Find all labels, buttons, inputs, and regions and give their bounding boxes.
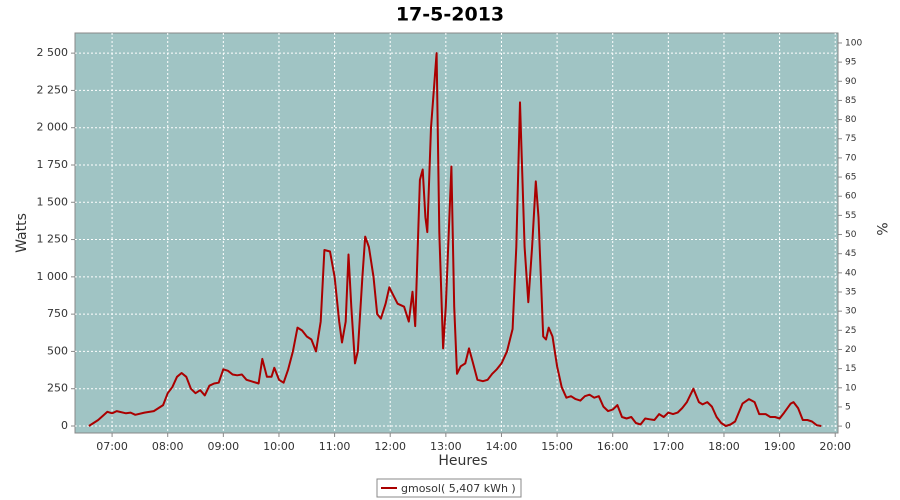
x-tick-label: 07:00: [96, 440, 128, 453]
y2-tick-label: 55: [845, 211, 856, 221]
x-tick-label: 15:00: [541, 440, 573, 453]
x-tick-label: 12:00: [374, 440, 406, 453]
y2-axis-label: %: [873, 222, 889, 235]
y2-tick-label: 80: [845, 115, 857, 125]
x-tick-label: 14:00: [486, 440, 518, 453]
x-tick-label: 09:00: [207, 440, 239, 453]
y2-tick-label: 85: [845, 96, 856, 106]
y-tick-label: 2 250: [37, 83, 69, 96]
x-tick-label: 10:00: [263, 440, 295, 453]
y2-tick-label: 50: [845, 230, 857, 240]
x-tick-label: 18:00: [708, 440, 740, 453]
y2-tick-label: 0: [845, 422, 851, 432]
x-tick-label: 19:00: [764, 440, 796, 453]
y2-tick-label: 15: [845, 364, 856, 374]
y-tick-label: 1 500: [37, 195, 69, 208]
y2-tick-label: 5: [845, 402, 851, 412]
legend-box: [376, 478, 522, 498]
y-tick-label: 250: [47, 382, 68, 395]
y-tick-label: 1 750: [37, 158, 69, 171]
y2-tick-label: 40: [845, 268, 857, 278]
y2-tick-label: 75: [845, 134, 856, 144]
y2-tick-label: 10: [845, 383, 857, 393]
data-line: [88, 52, 822, 427]
y-tick-label: 1 000: [37, 270, 69, 283]
x-tick-label: 13:00: [430, 440, 462, 453]
x-tick-label: 08:00: [152, 440, 184, 453]
y2-tick-label: 45: [845, 249, 856, 259]
y-axis-label: Watts: [14, 213, 30, 253]
y-tick-label: 500: [47, 344, 68, 357]
x-axis-label: Heures: [438, 453, 487, 469]
y2-tick-label: 25: [845, 326, 856, 336]
x-tick-label: 11:00: [319, 440, 351, 453]
x-tick-label: 20:00: [819, 440, 851, 453]
x-tick-label: 16:00: [597, 440, 629, 453]
y2-tick-label: 65: [845, 173, 856, 183]
y-tick-label: 750: [47, 307, 68, 320]
y-tick-label: 2 000: [37, 121, 69, 134]
x-tick-label: 17:00: [652, 440, 684, 453]
chart-title: 17-5-2013: [396, 4, 504, 26]
y2-tick-label: 30: [845, 307, 857, 317]
legend-label: gmosol( 5,407 kWh ): [401, 482, 516, 495]
y-tick-label: 1 250: [37, 233, 69, 246]
y-tick-label: 2 500: [37, 46, 69, 59]
y2-tick-label: 70: [845, 153, 857, 163]
y2-tick-label: 90: [845, 77, 857, 87]
y2-tick-label: 35: [845, 288, 856, 298]
y2-tick-label: 95: [845, 58, 856, 68]
y2-tick-label: 60: [845, 192, 857, 202]
y2-tick-label: 20: [845, 345, 857, 355]
y-tick-label: 0: [61, 419, 68, 432]
y2-tick-label: 100: [845, 38, 862, 48]
legend: gmosol( 5,407 kWh ): [376, 478, 522, 498]
